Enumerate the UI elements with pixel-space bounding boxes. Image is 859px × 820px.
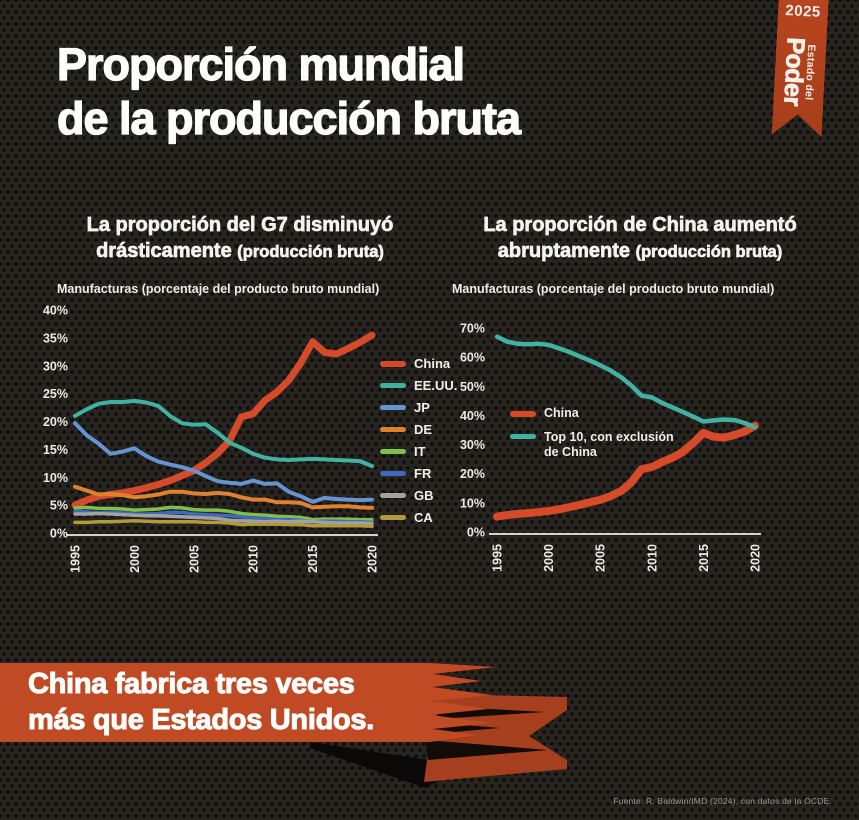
callout-banner-ribbon [0,663,567,788]
china-chart-legend: China Top 10, con exclusión de China [510,406,686,469]
banner-body [0,663,496,742]
y-tick-label: 20% [43,415,68,429]
page-title-line2: de la producción bruta [56,92,521,144]
china-chart-subtitle: Manufacturas (porcentaje del producto br… [452,282,775,296]
series-line-top-10-con-exclusi-n-de-china [494,334,758,430]
g7-chart-title: La proporción del G7 disminuyó drásticam… [40,212,440,265]
legend-item: JP [380,400,457,415]
legend-swatch [510,434,536,439]
edition-series-name: Estado del Poder [782,37,818,107]
china-chart-title-text: La proporción de China aumentó abruptame… [483,214,797,263]
legend-swatch [380,471,406,476]
legend-item: GB [380,488,457,503]
series-line-gb [73,511,374,526]
legend-item: EE.UU. [380,378,457,393]
legend-swatch [380,449,406,454]
legend-swatch [380,383,406,388]
y-tick-label: 30% [460,438,485,452]
legend-item: DE [380,422,457,437]
y-tick-label: 20% [460,467,485,481]
y-tick-label: 10% [43,471,68,485]
banner-tail-tear-3 [426,740,548,760]
x-tick-label: 1995 [69,545,83,573]
g7-chart-subtitle: Manufacturas (porcentaje del producto br… [57,282,380,296]
g7-share-chart: 40% 35% 30% 25% 20% 15% 10% 5% 0%1995 2000 2005 201… [43,304,380,573]
callout-text: China fabrica tres veces más que Estados… [27,666,375,738]
legend-item: IT [380,444,457,459]
legend-label: CA [414,510,433,525]
legend-swatch [380,427,406,432]
legend-item: China [380,356,457,371]
legend-item: China [510,406,686,421]
legend-label: China [414,356,451,371]
g7-chart-title-paren: (producción bruta) [237,243,384,262]
callout-line2: más que Estados Unidos. [27,704,375,737]
edition-series-big: Poder [778,36,810,107]
page-title: Proporción mundial de la producción brut… [56,38,521,146]
legend-item: CA [380,510,457,525]
y-tick-label: 30% [43,359,68,373]
y-tick-label: 25% [43,387,68,401]
legend-swatch [380,515,406,520]
legend-label: China [544,406,579,420]
series-line-de [73,484,374,510]
y-tick-label: 0% [50,527,68,541]
china-chart-title-paren: (producción bruta) [635,243,783,262]
legend-swatch [380,493,406,498]
x-tick-label: 2005 [594,544,608,572]
y-tick-label: 40% [460,409,485,423]
y-tick-label: 40% [43,304,68,318]
y-tick-label: 15% [43,443,68,457]
x-tick-label: 1995 [491,544,505,572]
edition-ribbon: 2025 Estado del Poder [772,0,829,137]
series-line-china [493,421,759,521]
x-tick-label: 2020 [366,545,380,573]
china-chart-title: La proporción de China aumentó abruptame… [440,212,840,265]
legend-label: DE [414,422,433,437]
x-tick-label: 2010 [645,544,659,572]
x-tick-label: 2020 [749,544,763,572]
x-tick-label: 2000 [542,544,556,572]
legend-label: IT [414,444,426,459]
china-share-chart: 70% 60% 50% 40% 30% 20% 10% 0% 1995 2000 2005 2010 2… [460,322,763,572]
legend-swatch [380,405,406,410]
legend-item: FR [380,466,457,481]
legend-label: JP [414,400,430,415]
y-tick-label: 70% [460,322,485,336]
series-line-china [71,331,376,509]
source-note: Fuente: R. Baldwin/IMD (2024), con datos… [613,796,832,806]
series-line-it [73,505,374,522]
x-tick-label: 2005 [187,545,201,573]
legend-label: Top 10, con exclusión de China [544,430,674,459]
x-tick-label: 2015 [306,545,320,573]
x-tick-label: 2010 [247,545,261,573]
callout-line1: China fabrica tres veces [27,668,355,701]
y-tick-label: 0% [467,526,485,540]
y-tick-label: 60% [460,351,485,365]
edition-year: 2025 [784,2,822,21]
series-line-jp [73,421,374,504]
series-line-ee-uu- [73,398,374,469]
legend-swatch [510,410,536,417]
y-tick-label: 50% [460,380,485,394]
legend-label: GB [414,488,434,503]
legend-item: Top 10, con exclusión de China [510,430,686,460]
y-tick-label: 10% [460,496,485,510]
y-tick-label: 35% [43,331,68,345]
x-tick-label: 2015 [697,544,711,572]
g7-chart-title-text: La proporción del G7 disminuyó drásticam… [86,214,394,263]
page-title-line1: Proporción mundial [56,38,465,90]
g7-chart-legend: China EE.UU. JP DE IT FR GB CA [380,356,457,532]
x-tick-label: 2000 [128,545,142,573]
y-tick-label: 5% [50,499,68,513]
legend-label: EE.UU. [414,378,458,393]
legend-swatch [380,360,406,367]
legend-label: FR [414,466,432,481]
series-line-ca [73,518,374,529]
